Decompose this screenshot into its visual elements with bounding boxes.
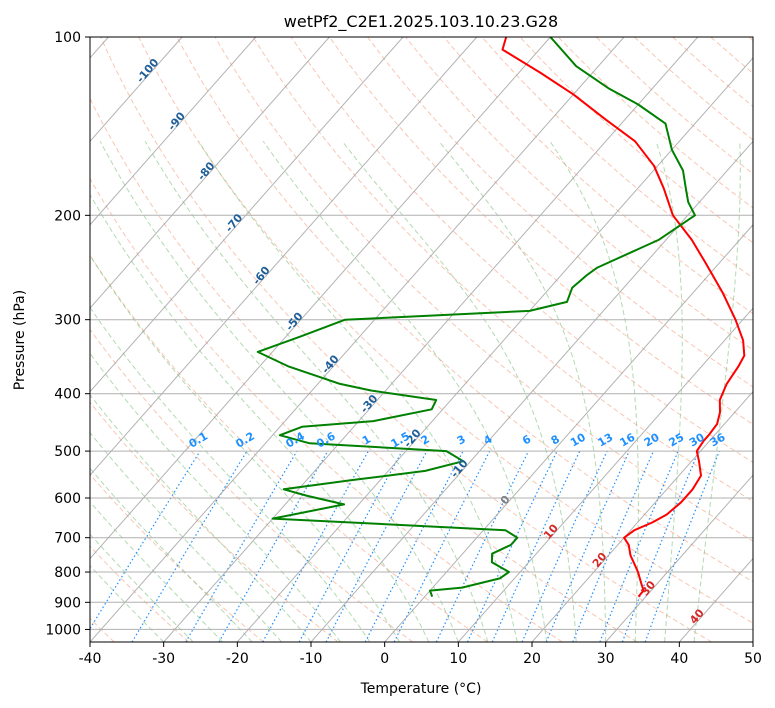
isotherm-line (90, 37, 478, 476)
mixing-ratio-line (599, 450, 679, 642)
dry-adiabat-line (100, 37, 712, 642)
y-tick-label: 400 (54, 387, 81, 403)
dry-adiabat-line (405, 37, 753, 351)
y-tick-label: 200 (54, 208, 81, 224)
x-tick-label: -30 (152, 651, 175, 667)
mixing-ratio-line (621, 450, 700, 642)
x-tick-label: 50 (744, 651, 762, 667)
x-tick-label: 0 (380, 651, 389, 667)
x-tick-label: -40 (79, 651, 102, 667)
x-tick-label: 40 (670, 651, 688, 667)
y-axis-label: Pressure (hPa) (12, 290, 28, 390)
temperature-profile-line (501, 37, 746, 598)
y-tick-label: 1000 (45, 622, 81, 638)
isotherm-line (236, 57, 753, 642)
mixing-ratio-lines (90, 450, 720, 642)
mixing-ratio-line (325, 450, 428, 642)
y-tick-label: 700 (54, 531, 81, 547)
isotherm-line (752, 641, 753, 642)
dry-adiabat-line (290, 37, 753, 464)
isotherms (90, 37, 753, 642)
y-tick-label: 500 (54, 444, 81, 460)
isotherm-line (90, 37, 183, 143)
isotherm-line (90, 37, 551, 560)
dry-adiabat-line (138, 37, 753, 624)
x-tick-label: -20 (226, 651, 249, 667)
profiles (256, 37, 746, 598)
mixing-ratio-line (644, 450, 720, 642)
y-tick-label: 600 (54, 491, 81, 507)
isotherm-line (310, 140, 753, 642)
dry-adiabat-line (90, 473, 264, 642)
y-tick-label: 300 (54, 313, 81, 329)
mixing-ratio-line (393, 450, 491, 642)
isotherm-line (384, 224, 753, 642)
dry-adiabat-line (176, 37, 753, 583)
isotherm-line (90, 37, 625, 642)
mixing-ratio-line (545, 450, 630, 642)
x-tick-label: 10 (449, 651, 467, 667)
isotherm-line (90, 37, 404, 393)
y-axis-ticks: 100 200 300 400 500 600 700 800 900 1000 (45, 30, 90, 638)
dry-adiabat-line (443, 37, 753, 315)
dry-adiabat-line (90, 254, 488, 642)
x-tick-label: 20 (523, 651, 541, 667)
dry-adiabat-line (214, 37, 753, 542)
isotherm-line (90, 37, 330, 309)
dewpoint-profile-line (256, 37, 696, 597)
x-axis-label: Temperature (°C) (360, 681, 482, 697)
dry-adiabat-line (328, 37, 753, 425)
isotherm-line (531, 390, 753, 642)
x-axis-ticks: -40 -30 -20 -10 0 10 20 30 40 50 (79, 642, 762, 667)
mixing-ratio-line (572, 450, 655, 642)
y-tick-label: 900 (54, 595, 81, 611)
mixing-ratio-line (262, 450, 369, 642)
chart-title: wetPf2_C2E1.2025.103.10.23.G28 (284, 12, 558, 32)
pressure-grid (90, 37, 753, 630)
y-tick-label: 100 (54, 30, 81, 46)
y-tick-label: 800 (54, 565, 81, 581)
x-tick-label: 30 (597, 651, 615, 667)
dry-adiabat-line (90, 401, 339, 642)
mixing-ratio-line (521, 450, 608, 642)
isotherm-line (90, 37, 257, 226)
x-tick-label: -10 (300, 651, 323, 667)
dry-adiabat-line (90, 177, 563, 642)
mixing-ratio-line (90, 450, 201, 630)
plot-frame (89, 36, 754, 643)
isotherm-line (457, 307, 753, 642)
plot-background (90, 37, 753, 642)
mixing-ratio-line (298, 450, 403, 642)
isotherm-line (605, 474, 753, 642)
dry-adiabat-line (252, 37, 753, 503)
dry-adiabat-line (90, 97, 638, 642)
isotherm-line (163, 37, 699, 642)
